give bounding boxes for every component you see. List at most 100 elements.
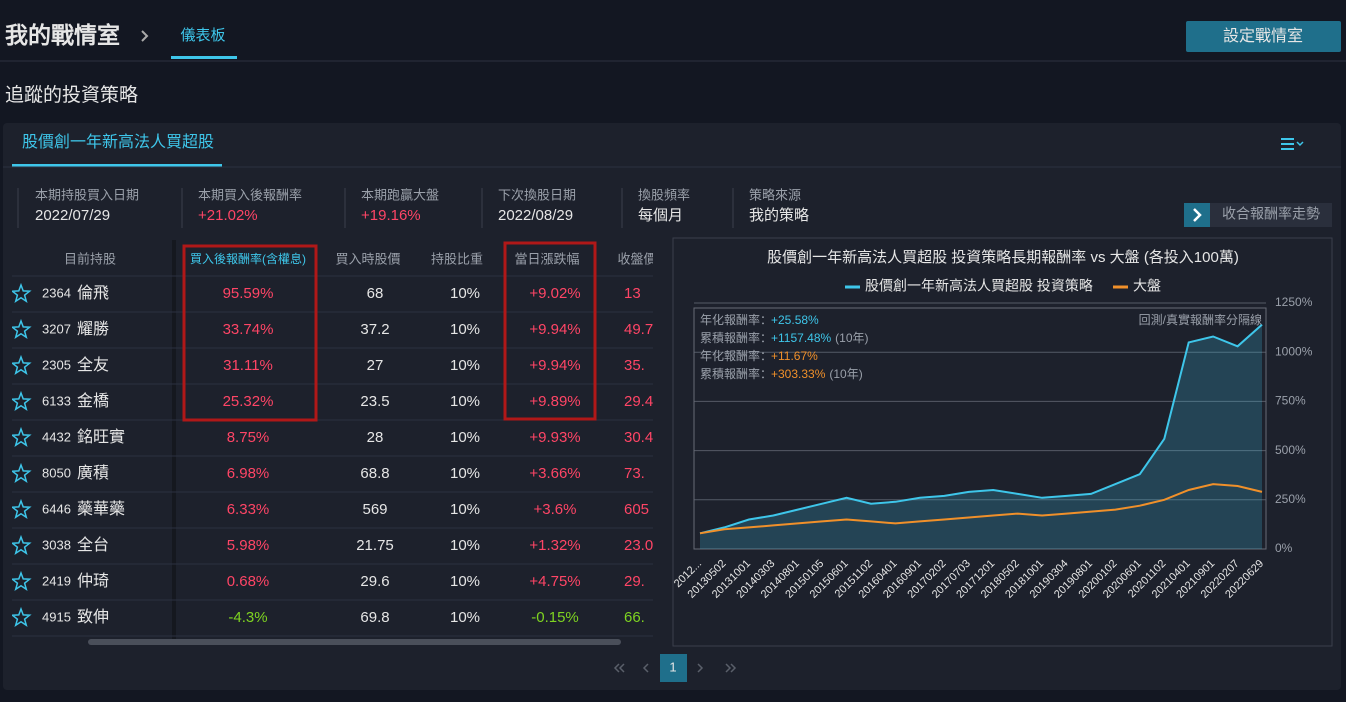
star-icon[interactable] <box>12 462 32 484</box>
stock-name: 金橋 <box>77 392 109 410</box>
page-arrow[interactable] <box>613 663 625 673</box>
star-icon[interactable] <box>12 354 32 376</box>
buy-price: 21.75 <box>356 537 394 554</box>
collapse-icon-bg[interactable] <box>1184 203 1210 227</box>
buy-price: 29.6 <box>360 573 389 590</box>
weight: 10% <box>450 321 480 338</box>
setup-button[interactable] <box>1186 21 1341 52</box>
star-icon[interactable] <box>12 606 32 628</box>
stat-value: +21.02% <box>198 207 258 224</box>
menu-icon[interactable] <box>1281 138 1304 150</box>
annotation-label: 累積報酬率： <box>700 330 772 345</box>
return: 33.74% <box>223 321 274 338</box>
y-tick-label: 1250% <box>1275 295 1313 309</box>
y-tick-label: 750% <box>1275 394 1306 408</box>
daily-change: -0.15% <box>531 609 579 626</box>
scrollbar[interactable] <box>88 639 621 645</box>
stock-code: 4915 <box>42 609 71 624</box>
annotation-note: (10年) <box>829 367 862 381</box>
annotation-value: +11.67% <box>771 349 818 363</box>
return: 8.75% <box>227 429 270 446</box>
star-icon[interactable] <box>12 318 32 340</box>
stock-code: 2419 <box>42 573 71 588</box>
y-tick-label: 250% <box>1275 492 1306 506</box>
close-price: 23.0 <box>624 537 653 554</box>
annotation-value: +303.33% <box>771 367 826 381</box>
daily-change: +9.94% <box>529 321 580 338</box>
close-price: 13 <box>624 285 641 302</box>
legend-label[interactable]: 股價創一年新高法人買超股 投資策略 <box>865 278 1093 294</box>
line <box>699 483 1263 535</box>
page-arrow[interactable] <box>697 663 704 673</box>
y-tick-label: 0% <box>1275 541 1293 555</box>
stat-label: 換股頻率 <box>638 187 690 202</box>
column-header[interactable]: 當日漲跌幅 <box>514 251 579 266</box>
daily-change: +1.32% <box>529 537 580 554</box>
y-tick-label: 1000% <box>1275 344 1313 358</box>
return: 5.98% <box>227 537 270 554</box>
current-page-label[interactable]: 1 <box>669 659 676 674</box>
star-icon[interactable] <box>12 426 32 448</box>
return: 95.59% <box>223 285 274 302</box>
chevron <box>141 30 149 42</box>
page-arrow[interactable] <box>725 663 737 673</box>
stat-label: 本期買入後報酬率 <box>198 187 302 202</box>
current-page[interactable] <box>660 654 687 682</box>
daily-change: +3.6% <box>534 501 577 518</box>
daily-change: +9.94% <box>529 357 580 374</box>
highlight-box <box>182 244 318 422</box>
column-header[interactable]: 持股比重 <box>431 251 483 266</box>
legend-label[interactable]: 大盤 <box>1133 278 1161 294</box>
star-icon[interactable] <box>12 570 32 592</box>
stock-code: 8050 <box>42 465 71 480</box>
star-icon[interactable] <box>12 498 32 520</box>
page-title: 我的戰情室 <box>5 22 120 48</box>
column-header[interactable]: 買入時股價 <box>335 251 400 266</box>
star-icon[interactable] <box>12 390 32 412</box>
stock-name: 致伸 <box>77 608 109 626</box>
close-price: 30.4 <box>624 429 653 446</box>
chart-title: 股價創一年新高法人買超股 投資策略長期報酬率 vs 大盤 (各投入100萬) <box>767 249 1239 266</box>
nav-tab[interactable]: 儀表板 <box>180 26 225 44</box>
weight: 10% <box>450 393 480 410</box>
close-price: 73. <box>624 465 645 482</box>
setup-button-label[interactable]: 設定戰情室 <box>1223 27 1303 45</box>
tab-underline <box>12 164 222 167</box>
stat-value: 2022/07/29 <box>35 207 110 224</box>
weight: 10% <box>450 357 480 374</box>
stat-value: 2022/08/29 <box>498 207 573 224</box>
line <box>699 323 1263 535</box>
annotation-value: +25.58% <box>771 313 819 327</box>
weight: 10% <box>450 465 480 482</box>
daily-change: +3.66% <box>529 465 580 482</box>
stat-label: 下次換股日期 <box>498 187 576 202</box>
collapse-icon[interactable] <box>1193 208 1202 222</box>
weight: 10% <box>450 573 480 590</box>
stock-name: 耀勝 <box>77 320 109 338</box>
stock-name: 倫飛 <box>77 284 109 302</box>
weight: 10% <box>450 609 480 626</box>
close-price: 29.4 <box>624 393 653 410</box>
column-header[interactable]: 買入後報酬率(含權息) <box>190 251 306 266</box>
return: 6.98% <box>227 465 270 482</box>
column-header[interactable]: 收盤價 <box>617 251 656 266</box>
strategy-tab[interactable]: 股價創一年新高法人買超股 <box>22 133 214 151</box>
page-arrow[interactable] <box>642 663 649 673</box>
collapse-label[interactable]: 收合報酬率走勢 <box>1222 206 1320 222</box>
highlight-box <box>503 241 597 421</box>
close-price: 49.7 <box>624 321 653 338</box>
annotation-label: 年化報酬率： <box>700 312 772 327</box>
column-header[interactable]: 目前持股 <box>64 251 116 266</box>
daily-change: +4.75% <box>529 573 580 590</box>
star-icon[interactable] <box>12 534 32 556</box>
stat-value: 每個月 <box>638 207 683 224</box>
star-icon[interactable] <box>12 282 32 304</box>
frozen-shadow <box>172 240 176 640</box>
daily-change: +9.93% <box>529 429 580 446</box>
section-title: 追蹤的投資策略 <box>5 84 138 106</box>
close-price: 66. <box>624 609 645 626</box>
separator-label: 回測/真實報酬率分隔線 <box>1139 312 1262 327</box>
stock-code: 2364 <box>42 285 71 300</box>
stat-value: 我的策略 <box>749 207 809 224</box>
